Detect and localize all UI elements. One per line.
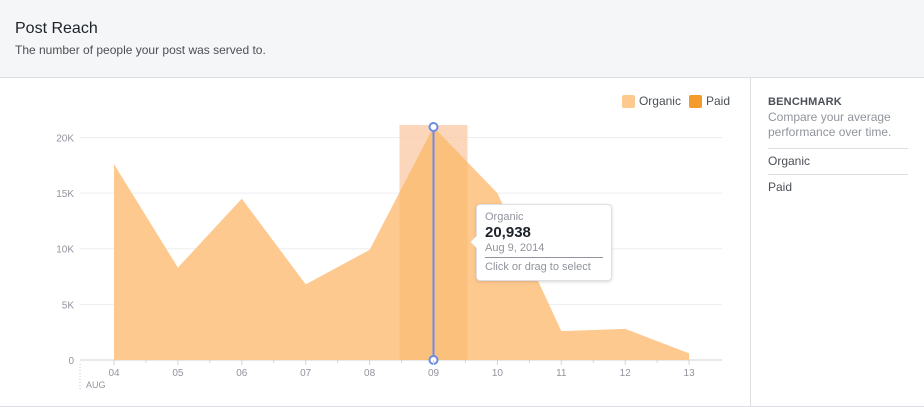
benchmark-panel: BENCHMARK Compare your average performan… [768,96,908,200]
organic-point [623,327,627,331]
x-tick-label: 12 [620,368,632,379]
y-tick-label: 10K [56,245,74,256]
organic-point [687,351,691,355]
organic-point [112,162,116,166]
organic-point [304,282,308,286]
organic-point [368,248,372,252]
legend-label-paid: Paid [705,94,730,108]
page-header: Post Reach The number of people your pos… [0,0,924,78]
organic-point [495,191,499,195]
chart-panel[interactable]: 0 5K 10K 15K 20K 04 05 06 07 08 09 10 11 12 13 AUG Orga… [0,78,750,407]
x-tick-label: 07 [300,368,312,379]
legend-item-organic[interactable]: Organic [621,94,681,108]
x-tick-label: 13 [684,368,696,379]
benchmark-description: Compare your average performance over ti… [768,110,892,139]
legend-swatch-paid [688,94,702,108]
tooltip-series: Organic [485,211,524,223]
tooltip-date: Aug 9, 2014 [485,242,603,258]
x-month-label: AUG [86,380,106,390]
organic-area [114,127,690,360]
tooltip-value: 20,938 [485,224,531,241]
y-tick-label: 20K [56,133,74,144]
page-subtitle: The number of people your post was serve… [15,43,266,57]
legend-item-paid[interactable]: Paid [688,94,730,108]
organic-point [176,266,180,270]
tooltip-hint: Click or drag to select [485,261,591,273]
x-tick-label: 09 [428,368,440,379]
chart-tooltip: Organic 20,938 Aug 9, 2014 Click or drag… [470,204,612,281]
x-tick-label: 08 [364,368,376,379]
x-tick-label: 04 [108,368,120,379]
benchmark-item-paid[interactable]: Paid [768,174,908,200]
page-title: Post Reach [15,20,98,37]
organic-point [559,329,563,333]
panel-divider [750,78,751,407]
y-tick-label: 5K [62,300,75,311]
selection-point-top [428,122,439,132]
x-tick-label: 11 [556,368,567,379]
benchmark-item-organic[interactable]: Organic [768,148,908,174]
legend-label-organic: Organic [638,94,681,108]
x-tick-label: 10 [492,368,504,379]
y-tick-label: 0 [68,356,74,367]
benchmark-title: BENCHMARK [768,96,842,108]
benchmark-list: Organic Paid [768,148,908,200]
x-tick-label: 06 [236,368,248,379]
legend-swatch-organic [621,94,635,108]
organic-point [240,197,244,201]
chart-legend: Organic Paid [621,94,730,108]
reach-chart[interactable]: 0 5K 10K 15K 20K 04 05 06 07 08 09 10 11 12 13 AUG [0,78,750,407]
y-tick-label: 15K [56,189,74,200]
x-tick-label: 05 [172,368,184,379]
